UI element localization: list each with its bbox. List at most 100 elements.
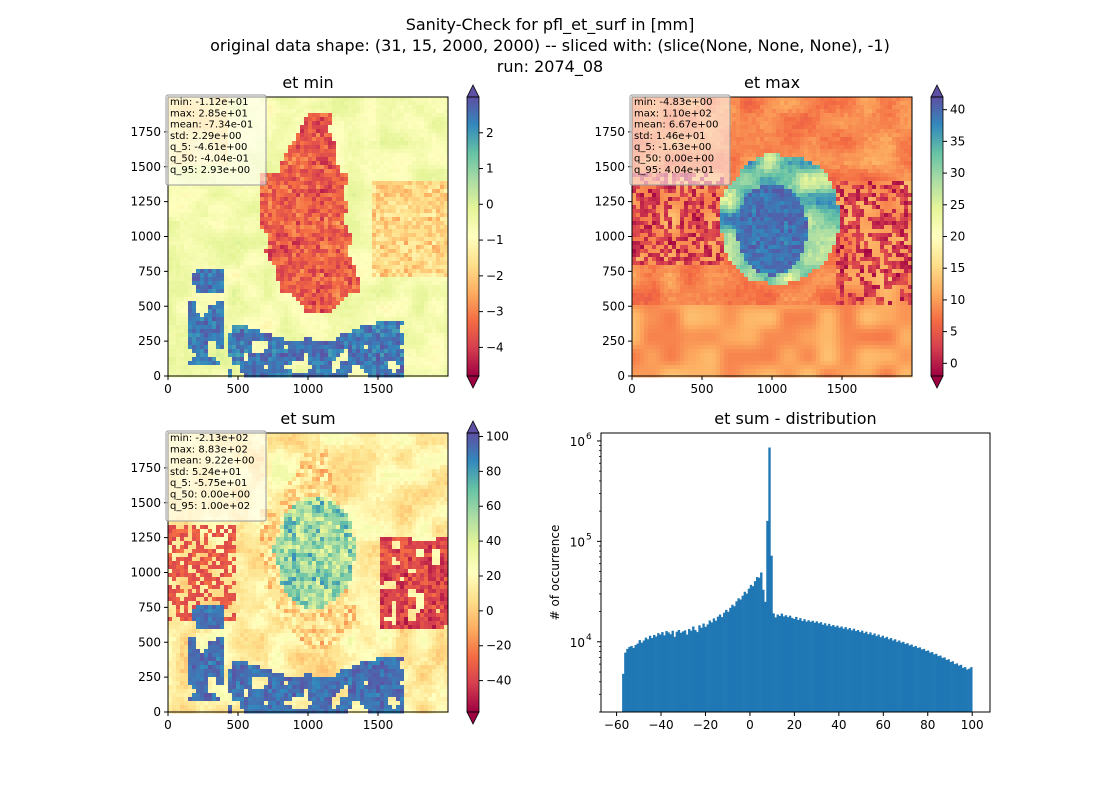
- colorbar-tick-label: −3: [486, 305, 504, 319]
- histogram-bar: [743, 591, 746, 712]
- x-tick-label: 60: [876, 718, 891, 732]
- colorbar-tick-label: −1: [486, 233, 504, 247]
- x-tick-label: 1500: [363, 382, 394, 396]
- stats-line: mean: 9.22e+00: [170, 456, 254, 467]
- histogram-bar: [830, 626, 833, 712]
- histogram-bar: [735, 601, 738, 712]
- histogram-bar: [959, 664, 963, 712]
- y-tick-label: 10: [570, 435, 585, 449]
- y-tick-label: 1500: [594, 160, 625, 174]
- histogram-bar: [945, 659, 948, 712]
- colorbar-tick-label: 15: [950, 261, 965, 275]
- histogram-bar: [889, 638, 893, 712]
- x-tick-label: 20: [787, 718, 802, 732]
- histogram-bar: [963, 667, 967, 712]
- histogram-bar: [935, 653, 938, 712]
- histogram-bar: [842, 628, 845, 712]
- histogram-bar: [790, 617, 794, 712]
- x-tick-label: 100: [961, 718, 984, 732]
- stats-box-background: [629, 94, 731, 186]
- histogram-bar: [663, 635, 666, 712]
- histogram-bar: [727, 611, 730, 712]
- histogram-bar: [704, 626, 707, 712]
- histogram-bar: [811, 620, 814, 712]
- x-tick-label: −20: [693, 718, 718, 732]
- histogram-bar: [642, 640, 646, 712]
- histogram-bar: [926, 650, 930, 712]
- histogram-bar: [716, 616, 720, 712]
- x-tick-label: 0: [628, 382, 636, 396]
- y-tick-label: 1750: [594, 125, 625, 139]
- histogram-bar: [768, 447, 771, 712]
- stats-line: q_5: -1.63e+00: [634, 142, 711, 153]
- histogram-bar: [782, 616, 786, 712]
- histogram-bar: [838, 627, 841, 712]
- histogram-bar: [690, 630, 693, 712]
- colorbar-tick-label: 1: [486, 162, 494, 176]
- histogram-bar: [758, 577, 761, 712]
- x-tick-label: 500: [227, 718, 250, 732]
- histogram-bar: [900, 642, 903, 712]
- colorbar-tick-label: 2: [486, 126, 494, 140]
- histogram-bar: [640, 642, 644, 712]
- stats-line: std: 1.46e+01: [634, 131, 706, 142]
- histogram-bar: [807, 620, 810, 712]
- histogram-bar: [968, 668, 971, 712]
- x-tick-label: 0: [164, 382, 172, 396]
- colorbar-tick-label: 5: [950, 325, 958, 339]
- histogram-bar: [665, 631, 668, 712]
- stats-box-background: [165, 94, 267, 186]
- colorbar-tick-label: 20: [486, 569, 501, 583]
- histogram-bar: [805, 621, 808, 712]
- colorbar-tick-label: 100: [486, 429, 509, 443]
- histogram-bar: [947, 659, 950, 712]
- x-tick-label: 1500: [363, 718, 394, 732]
- suptitle-line-3: run: 2074_08: [497, 57, 603, 77]
- histogram-bar: [661, 632, 664, 712]
- y-tick-label: 1750: [130, 461, 161, 475]
- histogram-bar: [671, 630, 674, 712]
- histogram-bar: [760, 572, 763, 712]
- histogram-bar: [834, 626, 837, 712]
- histogram-bar: [683, 630, 687, 712]
- y-tick-label: 1750: [130, 125, 161, 139]
- histogram-bar: [920, 649, 924, 712]
- stats-box-background: [165, 430, 267, 522]
- y-tick-label: 1000: [130, 566, 161, 580]
- colorbar-tick-label: −2: [486, 269, 504, 283]
- histogram-bar: [891, 640, 895, 712]
- histogram-bar: [943, 657, 946, 712]
- y-tick-label: 1000: [130, 230, 161, 244]
- histogram-bar: [778, 615, 781, 712]
- colorbar-gradient: [467, 433, 479, 712]
- histogram-bar: [667, 632, 670, 712]
- histogram-bar: [873, 633, 876, 712]
- y-tick-label: 10: [570, 636, 585, 650]
- y-tick-label: 1250: [130, 195, 161, 209]
- histogram-bar: [817, 623, 821, 712]
- histogram-bar: [902, 641, 905, 712]
- colorbar-extend-max: [466, 84, 480, 98]
- histogram-bar: [922, 648, 926, 712]
- stats-line: mean: -7.34e-01: [170, 120, 253, 131]
- y-tick-label: 500: [138, 635, 161, 649]
- histogram-bar: [885, 636, 889, 712]
- histogram-bar: [871, 634, 874, 712]
- x-tick-label: 0: [746, 718, 754, 732]
- colorbar-tick-label: 0: [486, 604, 494, 618]
- colorbar-extend-min: [466, 375, 480, 389]
- histogram-bar: [694, 630, 697, 712]
- histogram-bar: [655, 636, 658, 712]
- colorbar-tick-label: 35: [950, 134, 965, 148]
- stats-line: mean: 6.67e+00: [634, 120, 718, 131]
- stats-line: std: 5.24e+01: [170, 467, 242, 478]
- y-tick-label: 1500: [130, 496, 161, 510]
- stats-line: min: -2.13e+02: [170, 433, 249, 444]
- histogram-bar: [918, 647, 922, 712]
- histogram-bar: [867, 634, 870, 712]
- histogram-bar: [710, 622, 714, 712]
- stats-line: q_50: -4.04e-01: [170, 154, 249, 165]
- histogram-bar: [706, 624, 709, 712]
- histogram-bar: [865, 631, 868, 712]
